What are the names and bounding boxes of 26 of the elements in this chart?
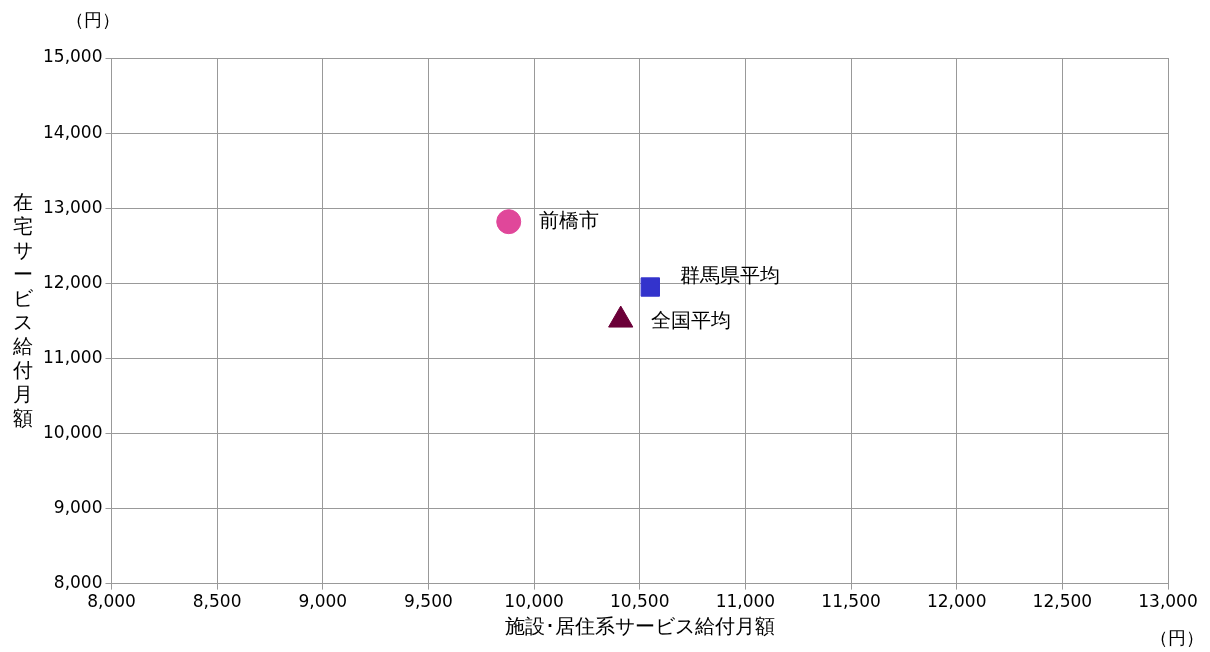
y-tick-label: 14,000 [43, 121, 103, 142]
y-tick-label: 8,000 [53, 572, 103, 593]
y-tick-label: 12,000 [43, 271, 103, 292]
series-label: 全国平均 [650, 308, 731, 333]
x-tick-label: 8,500 [192, 591, 242, 612]
x-tick-label: 10,500 [610, 591, 670, 612]
x-tick-label: 12,500 [1032, 591, 1093, 612]
x-tick-label: 12,000 [926, 591, 987, 612]
series-label: 前橋市 [538, 207, 599, 232]
x-tick-label: 8,000 [87, 591, 136, 612]
x-axis-title: 施設･居住系サービス給付月額 [504, 614, 775, 639]
x-tick-label: 13,000 [1138, 591, 1198, 612]
x-tick-label: 10,000 [504, 591, 564, 612]
y-tick-label: 10,000 [43, 421, 103, 442]
x-tick-label: 11,500 [821, 591, 881, 612]
series-label: 群馬県平均 [680, 263, 781, 288]
text: （円） [66, 8, 120, 32]
y-tick-label: 13,000 [43, 196, 103, 217]
x-tick-label: 9,500 [404, 591, 453, 612]
y-tick-label: 15,000 [43, 46, 103, 67]
y-tick-label: 9,000 [53, 496, 103, 517]
text: （円） [1150, 626, 1204, 650]
text: 在宅サービス給付月額 [13, 190, 33, 430]
x-tick-label: 9,000 [298, 591, 348, 612]
y-tick-label: 11,000 [43, 346, 103, 367]
x-tick-label: 11,000 [715, 591, 776, 612]
